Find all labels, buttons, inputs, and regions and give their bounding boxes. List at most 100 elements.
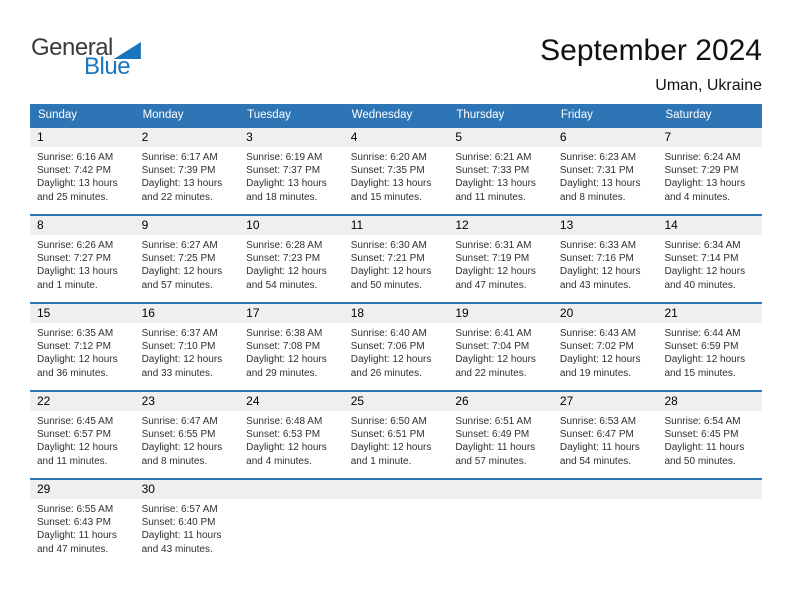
sunset-line: Sunset: 7:39 PM bbox=[141, 165, 216, 177]
sunrise-line: Sunrise: 6:28 AM bbox=[246, 240, 323, 251]
sunset-line: Sunset: 7:35 PM bbox=[350, 165, 425, 177]
day-cell: 14 Sunrise: 6:34 AM Sunset: 7:14 PM Dayligh… bbox=[657, 216, 763, 302]
day-number: 24 bbox=[239, 392, 344, 411]
sunrise-line: Sunrise: 6:16 AM bbox=[37, 152, 114, 163]
daylight-line-2: and 57 minutes. bbox=[455, 455, 527, 467]
sunset-line: Sunset: 6:53 PM bbox=[246, 429, 321, 441]
sunrise-line: Sunrise: 6:35 AM bbox=[37, 328, 114, 339]
empty-day-cell bbox=[552, 480, 658, 566]
sunrise-line: Sunrise: 6:30 AM bbox=[350, 240, 427, 251]
sunset-line: Sunset: 7:06 PM bbox=[350, 341, 425, 353]
daylight-line-2: and 1 minute. bbox=[350, 455, 412, 467]
day-number: 1 bbox=[30, 128, 135, 147]
daylight-line-1: Daylight: 11 hours bbox=[559, 442, 640, 454]
sunset-line: Sunset: 7:10 PM bbox=[141, 341, 216, 353]
day-cell: 8 Sunrise: 6:26 AM Sunset: 7:27 PM Daylight… bbox=[30, 216, 135, 302]
day-details: Sunrise: 6:19 AM Sunset: 7:37 PM Daylight:… bbox=[239, 147, 344, 204]
day-details: Sunrise: 6:17 AM Sunset: 7:39 PM Daylight:… bbox=[135, 147, 240, 204]
sunset-line: Sunset: 7:33 PM bbox=[455, 165, 530, 177]
sunrise-line: Sunrise: 6:57 AM bbox=[141, 504, 218, 515]
day-cell: 25 Sunrise: 6:50 AM Sunset: 6:51 PM Dayligh… bbox=[343, 392, 449, 478]
daylight-line-1: Daylight: 13 hours bbox=[141, 178, 223, 190]
daylight-line-2: and 4 minutes. bbox=[246, 455, 312, 467]
weekday-label-tuesday: Tuesday bbox=[247, 109, 291, 121]
day-number: 30 bbox=[134, 480, 240, 499]
calendar-table: Sunday Monday Tuesday Wednesday Thursday Frid… bbox=[30, 104, 763, 566]
daylight-line-1: Daylight: 12 hours bbox=[559, 266, 641, 278]
day-cell: 10 Sunrise: 6:28 AM Sunset: 7:23 PM Dayligh… bbox=[239, 216, 344, 302]
sunset-line: Sunset: 7:23 PM bbox=[246, 253, 321, 265]
sunset-line: Sunset: 6:45 PM bbox=[664, 429, 739, 441]
day-details: Sunrise: 6:55 AM Sunset: 6:43 PM Daylight:… bbox=[30, 499, 135, 556]
daylight-line-1: Daylight: 12 hours bbox=[246, 354, 327, 366]
day-number: 18 bbox=[343, 304, 449, 323]
weekday-label-monday: Monday bbox=[142, 109, 184, 121]
weekday-label-saturday: Saturday bbox=[665, 109, 712, 121]
sunrise-line: Sunrise: 6:45 AM bbox=[37, 416, 114, 427]
day-details: Sunrise: 6:47 AM Sunset: 6:55 PM Daylight:… bbox=[135, 411, 240, 468]
day-number: 11 bbox=[343, 216, 449, 235]
daylight-line-2: and 26 minutes. bbox=[350, 367, 422, 379]
day-number: 8 bbox=[30, 216, 135, 235]
daylight-line-1: Daylight: 11 hours bbox=[664, 442, 745, 454]
daylight-line-2: and 36 minutes. bbox=[37, 367, 109, 379]
sunrise-line: Sunrise: 6:53 AM bbox=[559, 416, 637, 427]
day-number: 4 bbox=[343, 128, 449, 147]
daylight-line-2: and 47 minutes. bbox=[455, 279, 527, 291]
sunrise-line: Sunrise: 6:33 AM bbox=[559, 240, 637, 251]
daylight-line-1: Daylight: 13 hours bbox=[664, 178, 746, 190]
daylight-line-2: and 11 minutes. bbox=[455, 191, 526, 203]
daylight-line-2: and 54 minutes. bbox=[246, 279, 318, 291]
daylight-line-1: Daylight: 12 hours bbox=[141, 354, 223, 366]
week-row: 29 Sunrise: 6:55 AM Sunset: 6:43 PM Dayligh… bbox=[30, 478, 763, 566]
daylight-line-2: and 50 minutes. bbox=[350, 279, 422, 291]
sunrise-line: Sunrise: 6:26 AM bbox=[37, 240, 114, 251]
sunset-line: Sunset: 6:55 PM bbox=[141, 429, 216, 441]
sunset-line: Sunset: 6:57 PM bbox=[37, 429, 111, 441]
sunset-line: Sunset: 7:02 PM bbox=[559, 341, 634, 353]
day-number bbox=[239, 480, 344, 499]
day-details: Sunrise: 6:43 AM Sunset: 7:02 PM Daylight:… bbox=[553, 323, 658, 380]
daylight-line-1: Daylight: 12 hours bbox=[141, 266, 223, 278]
daylight-line-2: and 33 minutes. bbox=[141, 367, 213, 379]
day-number: 26 bbox=[448, 392, 553, 411]
empty-day-cell bbox=[343, 480, 449, 566]
day-cell: 6 Sunrise: 6:23 AM Sunset: 7:31 PM Daylight… bbox=[552, 128, 658, 214]
day-details: Sunrise: 6:57 AM Sunset: 6:40 PM Daylight:… bbox=[135, 499, 240, 556]
day-details: Sunrise: 6:26 AM Sunset: 7:27 PM Daylight:… bbox=[30, 235, 135, 292]
sunrise-line: Sunrise: 6:17 AM bbox=[141, 152, 218, 163]
day-details: Sunrise: 6:34 AM Sunset: 7:14 PM Daylight:… bbox=[657, 235, 762, 292]
day-number: 16 bbox=[134, 304, 240, 323]
sunset-line: Sunset: 6:51 PM bbox=[350, 429, 425, 441]
day-details: Sunrise: 6:23 AM Sunset: 7:31 PM Daylight:… bbox=[553, 147, 658, 204]
day-number bbox=[343, 480, 449, 499]
day-number: 28 bbox=[657, 392, 763, 411]
day-cell: 3 Sunrise: 6:19 AM Sunset: 7:37 PM Daylight… bbox=[239, 128, 344, 214]
day-cell: 1 Sunrise: 6:16 AM Sunset: 7:42 PM Daylight… bbox=[30, 128, 135, 214]
daylight-line-2: and 19 minutes. bbox=[559, 367, 632, 379]
day-number: 20 bbox=[552, 304, 658, 323]
week-row: 8 Sunrise: 6:26 AM Sunset: 7:27 PM Daylight… bbox=[30, 214, 763, 302]
day-details: Sunrise: 6:16 AM Sunset: 7:42 PM Daylight:… bbox=[30, 147, 135, 204]
sunrise-line: Sunrise: 6:40 AM bbox=[350, 328, 427, 339]
day-cell: 2 Sunrise: 6:17 AM Sunset: 7:39 PM Daylight… bbox=[134, 128, 240, 214]
day-cell: 26 Sunrise: 6:51 AM Sunset: 6:49 PM Dayligh… bbox=[448, 392, 553, 478]
day-number: 19 bbox=[448, 304, 553, 323]
daylight-line-2: and 40 minutes. bbox=[664, 279, 736, 291]
sunset-line: Sunset: 7:19 PM bbox=[455, 253, 530, 265]
sunset-line: Sunset: 7:12 PM bbox=[37, 341, 111, 353]
day-cell: 28 Sunrise: 6:54 AM Sunset: 6:45 PM Dayligh… bbox=[657, 392, 763, 478]
day-number: 15 bbox=[30, 304, 135, 323]
weeks-container: 1 Sunrise: 6:16 AM Sunset: 7:42 PM Daylight… bbox=[30, 126, 763, 566]
sunset-line: Sunset: 7:27 PM bbox=[37, 253, 111, 265]
sunrise-line: Sunrise: 6:38 AM bbox=[246, 328, 323, 339]
logo-text-blue: Blue bbox=[84, 53, 131, 80]
daylight-line-2: and 25 minutes. bbox=[37, 191, 109, 203]
day-details: Sunrise: 6:40 AM Sunset: 7:06 PM Daylight:… bbox=[344, 323, 449, 380]
day-cell: 22 Sunrise: 6:45 AM Sunset: 6:57 PM Dayligh… bbox=[30, 392, 135, 478]
day-cell: 15 Sunrise: 6:35 AM Sunset: 7:12 PM Dayligh… bbox=[30, 304, 135, 390]
daylight-line-2: and 15 minutes. bbox=[664, 367, 736, 379]
daylight-line-1: Daylight: 12 hours bbox=[246, 266, 327, 278]
weekday-label-sunday: Sunday bbox=[38, 109, 78, 121]
daylight-line-1: Daylight: 12 hours bbox=[455, 266, 536, 278]
